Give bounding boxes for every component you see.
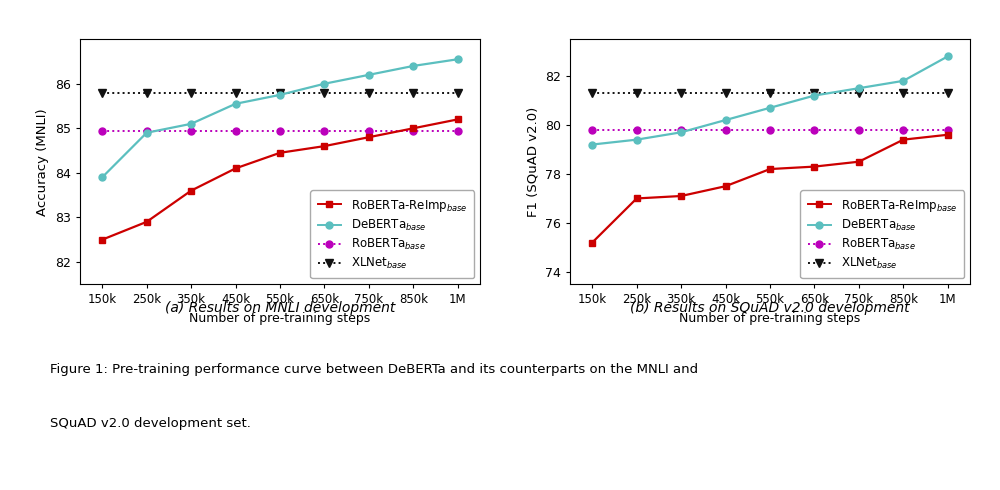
Text: (b) Results on SQuAD v2.0 development: (b) Results on SQuAD v2.0 development (630, 301, 910, 316)
Text: (a) Results on MNLI development: (a) Results on MNLI development (165, 301, 395, 316)
X-axis label: Number of pre-training steps: Number of pre-training steps (189, 312, 371, 325)
Legend: RoBERTa-ReImp$_{base}$, DeBERTa$_{base}$, RoBERTa$_{base}$, XLNet$_{base}$: RoBERTa-ReImp$_{base}$, DeBERTa$_{base}$… (310, 191, 474, 278)
Text: Figure 1: Pre-training performance curve between DeBERTa and its counterparts on: Figure 1: Pre-training performance curve… (50, 363, 698, 376)
Y-axis label: Accuracy (MNLI): Accuracy (MNLI) (36, 108, 49, 216)
Legend: RoBERTa-ReImp$_{base}$, DeBERTa$_{base}$, RoBERTa$_{base}$, XLNet$_{base}$: RoBERTa-ReImp$_{base}$, DeBERTa$_{base}$… (800, 191, 964, 278)
Y-axis label: F1 (SQuAD v2.0): F1 (SQuAD v2.0) (526, 107, 539, 217)
X-axis label: Number of pre-training steps: Number of pre-training steps (679, 312, 861, 325)
Text: SQuAD v2.0 development set.: SQuAD v2.0 development set. (50, 416, 251, 430)
